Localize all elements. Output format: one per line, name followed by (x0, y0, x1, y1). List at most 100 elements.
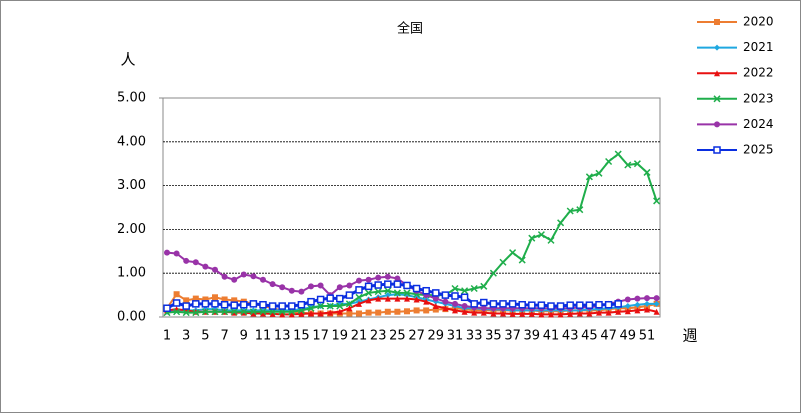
marker (365, 289, 373, 297)
marker (644, 300, 650, 307)
marker (653, 197, 661, 205)
marker (384, 295, 391, 302)
marker (653, 308, 660, 315)
marker (250, 273, 257, 280)
marker (509, 310, 516, 317)
marker (316, 295, 325, 304)
marker (644, 295, 650, 302)
legend-label: 2024 (743, 117, 774, 131)
x-tick-label: 19 (332, 329, 349, 344)
marker (201, 308, 209, 316)
marker (422, 286, 430, 295)
marker (471, 309, 478, 316)
marker (221, 296, 228, 303)
chart-title: 全国 (397, 21, 423, 37)
marker (201, 300, 210, 308)
marker (442, 305, 449, 312)
marker (653, 300, 660, 307)
marker (192, 295, 199, 302)
marker (231, 297, 238, 304)
marker (260, 310, 266, 317)
marker (461, 308, 468, 315)
marker (499, 258, 507, 266)
marker (442, 298, 449, 305)
marker (211, 308, 219, 316)
marker (480, 298, 488, 307)
marker (172, 299, 181, 307)
marker (259, 300, 267, 309)
marker (489, 269, 497, 277)
marker (461, 303, 468, 310)
marker (336, 302, 344, 310)
marker (326, 294, 334, 302)
marker (604, 300, 613, 309)
marker (279, 284, 286, 291)
marker (317, 282, 324, 289)
marker (375, 309, 382, 316)
marker (384, 308, 391, 315)
x-tick-label: 5 (201, 329, 209, 344)
marker (394, 295, 401, 302)
marker (451, 284, 459, 293)
marker (211, 300, 219, 308)
marker (192, 309, 200, 317)
marker (356, 310, 362, 317)
marker (643, 168, 651, 176)
marker (404, 295, 410, 302)
marker (460, 293, 469, 302)
marker (278, 302, 286, 310)
x-tick-label: 7 (220, 329, 228, 344)
marker (307, 297, 315, 306)
marker (615, 308, 622, 315)
marker (403, 289, 411, 297)
marker (432, 303, 439, 310)
y-tick-label: 0.00 (117, 310, 146, 325)
marker (452, 300, 458, 307)
marker (596, 309, 602, 316)
marker (221, 308, 229, 316)
marker (624, 296, 631, 303)
x-tick-label: 41 (543, 329, 560, 344)
legend-label: 2020 (743, 15, 774, 29)
marker (355, 286, 363, 294)
x-tick-label: 9 (240, 329, 248, 344)
marker (346, 310, 353, 317)
marker (355, 293, 363, 301)
x-tick-label: 17 (312, 329, 329, 344)
marker (547, 302, 555, 310)
marker (230, 301, 238, 309)
x-tick-label: 21 (351, 329, 368, 344)
y-tick-label: 5.00 (117, 91, 146, 106)
marker (585, 301, 594, 309)
marker (375, 274, 382, 281)
marker (182, 309, 190, 317)
marker (500, 310, 506, 317)
marker (183, 257, 190, 264)
marker (240, 271, 247, 278)
marker (713, 95, 721, 103)
marker (557, 311, 564, 318)
marker (336, 294, 344, 303)
marker (548, 311, 554, 318)
marker (374, 288, 382, 296)
marker (480, 309, 487, 316)
marker (202, 263, 209, 270)
marker (231, 276, 238, 283)
marker (714, 44, 720, 51)
marker (452, 307, 458, 314)
marker (576, 301, 584, 309)
marker (404, 308, 410, 315)
marker (260, 276, 266, 283)
legend-label: 2021 (743, 40, 774, 54)
marker (644, 306, 650, 313)
x-tick-label: 51 (639, 329, 656, 344)
marker (307, 304, 315, 312)
marker (297, 300, 306, 309)
marker (279, 311, 286, 318)
marker (259, 308, 267, 316)
x-tick-label: 45 (581, 329, 598, 344)
marker (393, 280, 402, 288)
marker (384, 292, 391, 299)
marker (634, 307, 641, 314)
